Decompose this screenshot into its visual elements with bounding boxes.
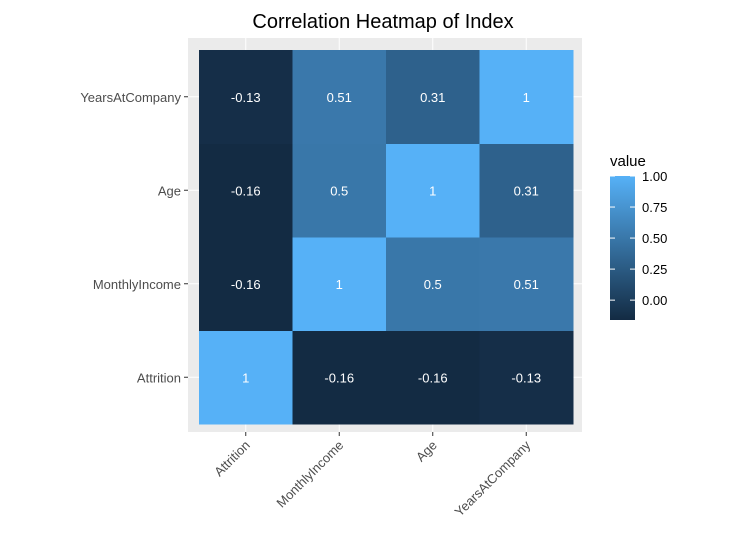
heatmap-cell — [292, 143, 387, 238]
heatmap-cell — [199, 330, 293, 425]
legend-title: value — [610, 153, 646, 170]
heatmap-cell — [479, 237, 574, 331]
cell-value-label: 0.31 — [420, 90, 445, 105]
heatmap-cells — [199, 50, 574, 425]
heatmap-cell — [199, 237, 293, 331]
cell-value-label: -0.13 — [511, 370, 541, 385]
cell-value-label: 0.51 — [514, 277, 539, 292]
cell-value-label: 0.31 — [514, 183, 539, 198]
y-tick-label: MonthlyIncome — [93, 277, 181, 292]
cell-value-label: -0.13 — [231, 90, 261, 105]
cell-value-label: -0.16 — [324, 370, 354, 385]
heatmap-cell — [479, 50, 574, 144]
color-legend: value 1.00 0.75 0.50 0.25 0.00 — [610, 153, 667, 320]
heatmap-cell — [479, 330, 574, 425]
heatmap-cell — [199, 50, 293, 144]
legend-tick-label: 0.75 — [642, 200, 667, 215]
cell-value-label: 1 — [336, 277, 343, 292]
legend-tick-label: 0.25 — [642, 262, 667, 277]
legend-colorbar — [610, 176, 635, 320]
heatmap-cell — [199, 143, 293, 238]
legend-ticks: 1.00 0.75 0.50 0.25 0.00 — [610, 169, 667, 308]
y-tick-label: Attrition — [137, 370, 181, 385]
y-axis-ticks: Attrition MonthlyIncome Age YearsAtCompany — [80, 90, 188, 385]
cell-value-label: 1 — [429, 183, 436, 198]
x-tick-label: Age — [413, 438, 440, 465]
cell-value-label: 1 — [523, 90, 530, 105]
y-tick-label: YearsAtCompany — [80, 90, 181, 105]
cell-value-label: -0.16 — [231, 277, 261, 292]
heatmap-cell — [386, 330, 480, 425]
cell-value-label: 1 — [242, 370, 249, 385]
cell-value-label: -0.16 — [418, 370, 448, 385]
chart-title: Correlation Heatmap of Index — [252, 11, 513, 33]
cell-value-label: -0.16 — [231, 183, 261, 198]
x-axis-ticks: Attrition MonthlyIncome Age YearsAtCompany — [211, 432, 534, 519]
heatmap-cell — [386, 50, 480, 144]
x-tick-label: MonthlyIncome — [273, 438, 346, 511]
heatmap-cell — [386, 237, 480, 331]
heatmap-cell — [292, 50, 387, 144]
heatmap-cell — [386, 143, 480, 238]
heatmap-cell — [292, 237, 387, 331]
legend-tick-label: 1.00 — [642, 169, 667, 184]
y-tick-label: Age — [158, 183, 181, 198]
heatmap-cell — [479, 143, 574, 238]
legend-tick-label: 0.50 — [642, 231, 667, 246]
heatmap-cell — [292, 330, 387, 425]
cell-value-labels: 1 -0.16 -0.16 -0.13-0.16 1 0.5 0.51-0.16 0.5 1 0.… — [231, 90, 541, 386]
cell-value-label: 0.5 — [330, 183, 348, 198]
cell-value-label: 0.5 — [424, 277, 442, 292]
cell-value-label: 0.51 — [327, 90, 352, 105]
x-tick-label: Attrition — [211, 438, 253, 480]
legend-tick-label: 0.00 — [642, 293, 667, 308]
x-tick-label: YearsAtCompany — [452, 437, 534, 519]
